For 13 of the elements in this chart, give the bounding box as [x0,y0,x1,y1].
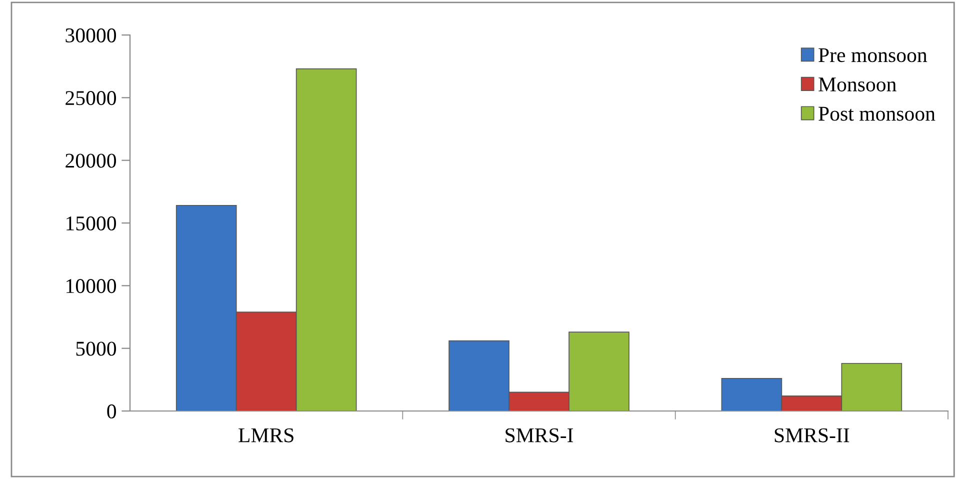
legend-label: Pre monsoon [818,48,928,62]
legend-label: Post monsoon [818,106,936,121]
y-tick-label: 15000 [66,216,116,230]
x-tick-label: LMRS [238,428,294,442]
y-tick-label: 10000 [66,279,116,294]
y-tick-label: 25000 [66,91,116,106]
y-tick-label: 30000 [66,28,116,42]
y-tick-label: 0 [107,404,116,418]
x-tick-label: SMRS-I [506,428,573,442]
y-tick-label: 20000 [66,154,116,168]
legend-label: Monsoon [818,78,896,92]
y-tick-label: 5000 [76,342,116,356]
x-tick-label: SMRS-II [774,428,850,442]
